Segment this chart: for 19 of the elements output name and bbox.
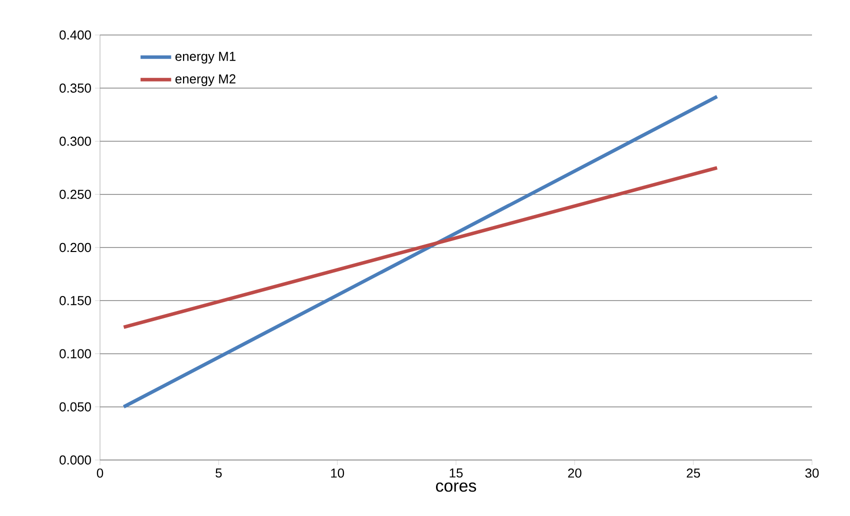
y-tick-label: 0.250: [60, 190, 91, 199]
legend-label: energy M2: [175, 74, 236, 86]
x-axis-title: cores: [436, 482, 476, 492]
y-tick-label: 0.050: [60, 402, 91, 412]
y-tick-label: 0.350: [60, 84, 91, 93]
x-tick-label: 25: [686, 468, 700, 478]
y-tick-label: 0.150: [60, 296, 91, 306]
x-tick-label: 20: [568, 468, 582, 478]
y-tick-label: 0.000: [60, 455, 91, 465]
x-tick-label: 0: [96, 468, 104, 478]
y-tick-label: 0.400: [60, 30, 91, 40]
y-tick-label: 0.200: [60, 242, 91, 252]
x-tick-label: 30: [805, 468, 819, 478]
y-tick-label: 0.300: [60, 136, 91, 146]
y-tick-label: 0.100: [60, 349, 91, 358]
x-tick-label: 10: [331, 468, 344, 478]
x-tick-label: 15: [450, 468, 463, 478]
legend-label: energy M1: [175, 52, 236, 64]
x-tick-label: 5: [216, 468, 222, 478]
